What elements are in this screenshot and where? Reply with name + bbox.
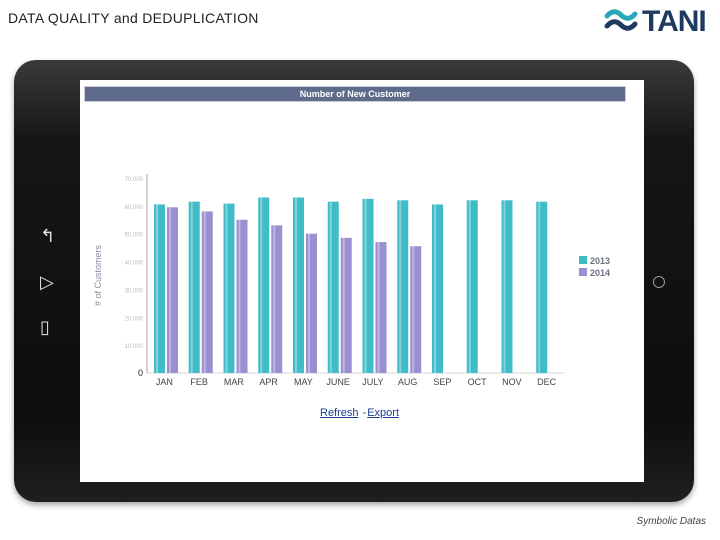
bar-chart: 0 10,000 20,000 30,000 40,000 50,000 60,000 70,…: [93, 174, 610, 387]
x-tick-label: SEP: [433, 377, 451, 387]
bar-2013-may: [293, 197, 304, 373]
bar-highlight: [538, 201, 541, 373]
bar-highlight: [434, 204, 436, 373]
bar-highlight: [273, 225, 276, 373]
legend-label-2014: 2014: [590, 268, 610, 278]
bar-highlight: [399, 200, 402, 373]
bar-highlight: [190, 201, 193, 373]
bar-highlight: [260, 197, 263, 373]
bar-2013-jan: [154, 204, 165, 373]
bar-2013-feb: [188, 201, 200, 373]
bar-highlight: [329, 201, 332, 373]
x-tick-label: MAR: [224, 377, 245, 387]
bar-2013-apr: [258, 197, 270, 373]
x-tick-label: APR: [259, 377, 278, 387]
bar-2013-oct: [466, 200, 478, 373]
bar-2014-mar: [236, 219, 248, 373]
copy-icon[interactable]: ▯: [40, 317, 50, 338]
symbolic-caption: Symbolic Datas: [636, 516, 706, 527]
bar-2013-july: [362, 198, 374, 373]
bar-highlight: [238, 219, 241, 373]
y-tick-label: 20,000: [125, 316, 144, 322]
bar-2013-sep: [432, 204, 443, 373]
bar-2013-mar: [223, 203, 235, 373]
bar-2013-dec: [536, 201, 548, 373]
bar-2014-apr: [271, 225, 283, 373]
bar-2014-jan: [167, 207, 178, 373]
bar-highlight: [169, 207, 171, 373]
bar-highlight: [156, 204, 158, 373]
y-tick-label: 30,000: [125, 288, 144, 294]
export-link[interactable]: Export: [367, 407, 399, 419]
x-tick-label: AUG: [398, 377, 418, 387]
bar-highlight: [503, 200, 506, 373]
bar-highlight: [364, 198, 367, 373]
bar-2014-feb: [201, 211, 213, 373]
y-tick-label: 10,000: [125, 344, 144, 350]
link-separator: -: [362, 407, 367, 419]
bar-2013-nov: [501, 200, 513, 373]
legend-swatch-2013: [579, 256, 587, 264]
x-tick-label: JULY: [362, 377, 383, 387]
bar-2013-aug: [397, 200, 409, 373]
y-tick-label: 60,000: [125, 205, 144, 211]
x-tick-label: JAN: [156, 377, 173, 387]
bar-highlight: [412, 246, 415, 373]
tablet-frame: ↰ ▷ ▯ Number of New Customer 0 10,000 20,0…: [14, 60, 694, 508]
tani-logo-mark-icon: [604, 9, 638, 31]
bar-highlight: [225, 203, 228, 373]
bar-highlight: [468, 200, 471, 373]
tani-logo: TANI: [604, 4, 714, 38]
tablet-screen: Number of New Customer 0 10,000 20,000 30,0…: [80, 80, 644, 482]
y-tick-label: 50,000: [125, 233, 144, 239]
bar-2014-aug: [410, 246, 422, 373]
x-tick-label: MAY: [294, 377, 313, 387]
y-tick-label: 0: [138, 368, 143, 378]
x-tick-label: OCT: [468, 377, 488, 387]
y-tick-label: 70,000: [125, 177, 144, 183]
legend-swatch-2014: [579, 268, 587, 276]
bar-highlight: [203, 211, 206, 373]
bar-highlight: [377, 242, 380, 373]
bar-highlight: [308, 233, 310, 373]
y-tick-label: 40,000: [125, 261, 144, 267]
camera-icon: [653, 276, 665, 288]
bar-highlight: [295, 197, 297, 373]
back-arrow-icon[interactable]: ↰: [40, 226, 56, 247]
menu-icon[interactable]: ▷: [40, 272, 54, 293]
bar-highlight: [342, 237, 345, 373]
chart-title: Number of New Customer: [299, 89, 411, 99]
bar-2014-july: [375, 242, 387, 373]
chart-title-bar: Number of New Customer: [84, 86, 626, 102]
x-tick-label: FEB: [190, 377, 208, 387]
x-tick-label: DEC: [537, 377, 557, 387]
bar-2014-june: [340, 237, 352, 373]
x-tick-label: NOV: [502, 377, 522, 387]
x-tick-label: JUNE: [326, 377, 350, 387]
tani-logo-text: TANI: [642, 5, 707, 38]
legend-label-2013: 2013: [590, 256, 610, 266]
bar-2014-may: [306, 233, 317, 373]
refresh-link[interactable]: Refresh: [320, 407, 359, 419]
bar-2013-june: [327, 201, 339, 373]
slide-title: DATA QUALITY and DEDUPLICATION: [8, 10, 259, 26]
y-axis-title: # of Customers: [93, 244, 103, 306]
chart-links: Refresh -Export: [320, 407, 399, 419]
